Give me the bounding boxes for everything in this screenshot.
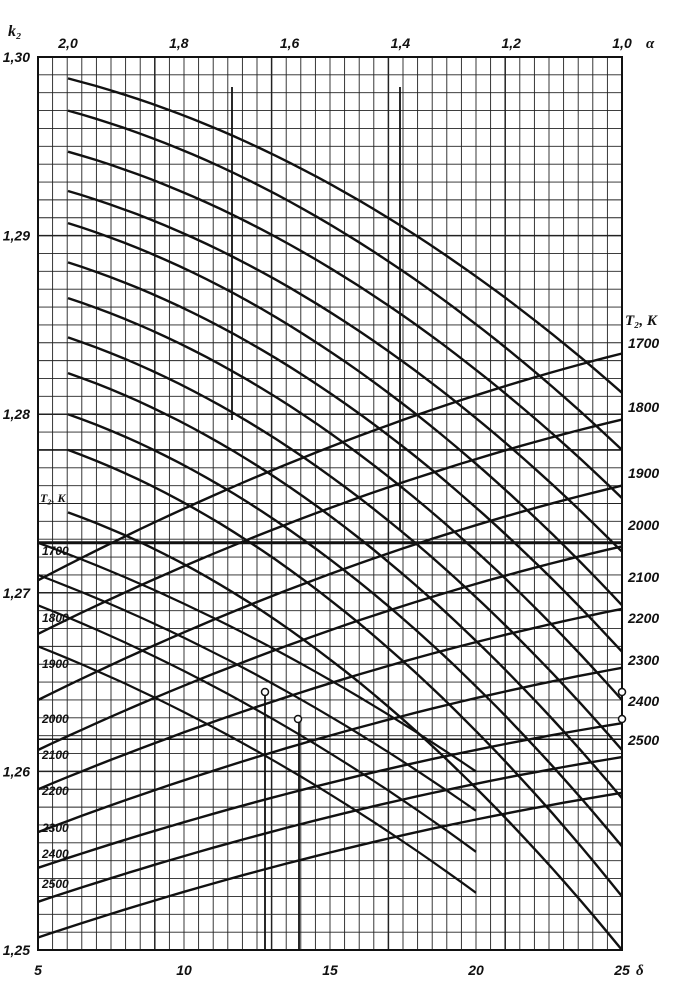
alpha-curve-11	[67, 448, 623, 898]
temperature-curve-2200	[37, 666, 623, 834]
temperature-tick-label: 2200	[627, 610, 659, 626]
y-tick-label: 1,25	[3, 942, 30, 958]
reference-point	[260, 687, 270, 697]
inner-temperature-tick-label: 1900	[42, 657, 69, 671]
x-axis-label: δ	[636, 963, 644, 979]
x-tick-label: 20	[467, 962, 484, 978]
y-tick-label: 1,26	[3, 763, 30, 779]
alpha-curve-1	[67, 77, 623, 394]
alpha-curve-12	[67, 511, 623, 951]
temperature-curve-2100	[37, 607, 623, 791]
chart-labels: 1,30 1,29 1,28 1,27 1,26 1,25 k₂ 5 10 15 20 25 δ 2,0 1…	[3, 23, 660, 979]
temperature-tick-label: 2300	[627, 652, 659, 668]
alpha-curve-lower-1	[37, 541, 477, 773]
alpha-tick-label: 1,6	[280, 35, 300, 51]
plot-frame	[37, 56, 623, 951]
alpha-tick-label: 1,4	[391, 35, 411, 51]
temperature-curve-2500	[37, 791, 623, 939]
temperature-tick-label: 1900	[628, 465, 659, 481]
temperature-tick-label: 2500	[627, 732, 659, 748]
temperature-tick-label: 2100	[627, 569, 659, 585]
temperature-curve-1900	[37, 484, 623, 702]
temperature-axis-label: T₂, K	[625, 313, 658, 329]
temperature-curve-2400	[37, 755, 623, 903]
alpha-curve-4	[67, 189, 623, 553]
temperature-tick-label: 1700	[628, 335, 659, 351]
inner-temperature-tick-label: 2500	[41, 877, 69, 891]
temperature-tick-label: 1800	[628, 399, 659, 415]
alpha-curve-2	[67, 109, 623, 451]
temperature-tick-label: 2000	[627, 517, 659, 533]
inner-temperature-axis-label: T₂, K	[40, 491, 67, 505]
alpha-tick-label: 2,0	[57, 35, 78, 51]
alpha-curve-9	[67, 371, 623, 799]
inner-temperature-tick-label: 2200	[41, 784, 69, 798]
alpha-curve-6	[67, 261, 623, 653]
alpha-curve-10	[67, 413, 623, 848]
reference-point	[293, 714, 303, 724]
x-tick-label: 15	[322, 962, 338, 978]
inner-temperature-tick-label: 2400	[41, 847, 69, 861]
inner-temperature-tick-label: 1800	[42, 611, 69, 625]
temperature-curve-1700	[37, 352, 623, 582]
x-tick-label: 25	[613, 962, 630, 978]
chart-curves	[37, 77, 627, 951]
x-tick-label: 5	[34, 962, 42, 978]
x-tick-label: 10	[176, 962, 192, 978]
alpha-curve-lower-2	[37, 573, 477, 812]
y-tick-label: 1,27	[3, 585, 31, 601]
reference-point	[617, 687, 627, 697]
temperature-curve-1800	[37, 418, 623, 635]
alpha-curve-8	[67, 336, 623, 751]
inner-temperature-tick-label: 2000	[41, 712, 69, 726]
alpha-curve-5	[67, 221, 623, 607]
inner-temperature-tick-label: 1700	[42, 544, 69, 558]
temperature-curve-2000	[37, 545, 623, 752]
alpha-tick-label: 1,2	[501, 35, 521, 51]
inner-temperature-tick-label: 2100	[41, 748, 69, 762]
alpha-curve-7	[67, 296, 623, 701]
temperature-tick-label: 2400	[627, 693, 659, 709]
alpha-curve-3	[67, 150, 623, 499]
y-tick-label: 1,29	[3, 228, 30, 244]
alpha-curve-lower-4	[37, 645, 477, 894]
temperature-curve-2300	[37, 722, 623, 869]
alpha-tick-label: 1,0	[612, 35, 632, 51]
y-axis-label: k₂	[8, 23, 22, 40]
inner-temperature-tick-label: 2300	[41, 821, 69, 835]
alpha-tick-label: 1,8	[169, 35, 189, 51]
y-tick-label: 1,30	[3, 49, 30, 65]
reference-point	[617, 714, 627, 724]
y-tick-label: 1,28	[3, 406, 30, 422]
alpha-axis-label: α	[646, 36, 655, 52]
